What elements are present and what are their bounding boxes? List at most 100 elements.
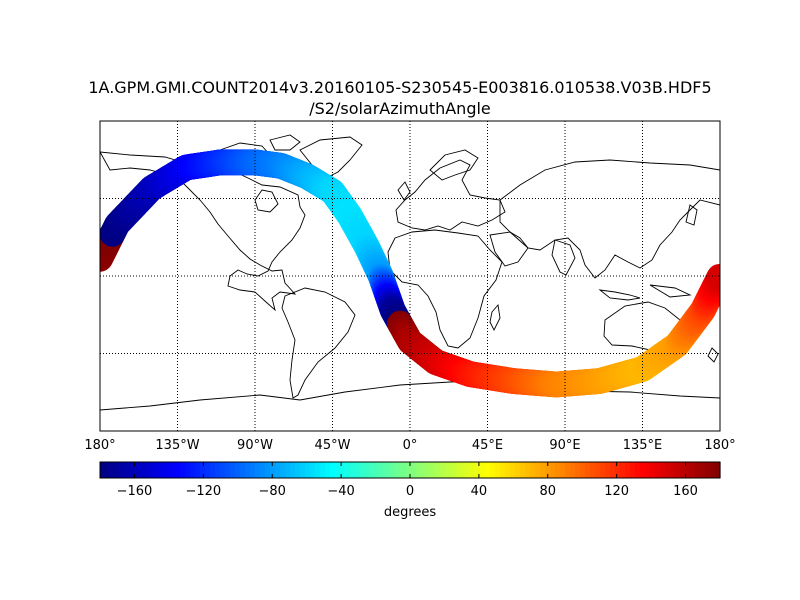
colorbar: −160 −120 −80 −40 0 40 80 120 160 degrees bbox=[99, 461, 721, 520]
colorbar-segment bbox=[565, 462, 571, 478]
colorbar-segment bbox=[280, 462, 286, 478]
colorbar-segment bbox=[170, 462, 176, 478]
colorbar-segment bbox=[505, 462, 511, 478]
colorbar-segment bbox=[310, 462, 316, 478]
colorbar-segment bbox=[410, 462, 416, 478]
colorbar-segment bbox=[555, 462, 561, 478]
longitude-tick-label: 45°W bbox=[315, 438, 351, 453]
colorbar-segment bbox=[355, 462, 361, 478]
colorbar-segment bbox=[210, 462, 216, 478]
colorbar-segment bbox=[260, 462, 266, 478]
colorbar-segment bbox=[515, 462, 521, 478]
map-frame bbox=[99, 120, 721, 432]
colorbar-segment bbox=[645, 462, 651, 478]
colorbar-segment bbox=[155, 462, 161, 478]
swath-cell bbox=[706, 263, 720, 290]
colorbar-segment bbox=[650, 462, 656, 478]
colorbar-segment bbox=[710, 462, 716, 478]
colorbar-segment bbox=[575, 462, 581, 478]
colorbar-segment bbox=[640, 462, 646, 478]
colorbar-segment bbox=[550, 462, 556, 478]
colorbar-segment bbox=[180, 462, 186, 478]
colorbar-segment bbox=[390, 462, 396, 478]
colorbar-segment bbox=[345, 462, 351, 478]
colorbar-segment bbox=[625, 462, 631, 478]
colorbar-segment bbox=[415, 462, 421, 478]
colorbar-segment bbox=[455, 462, 461, 478]
colorbar-segment bbox=[160, 462, 166, 478]
colorbar-segment bbox=[295, 462, 301, 478]
colorbar-segment bbox=[715, 462, 721, 478]
colorbar-segment bbox=[200, 462, 206, 478]
colorbar-segment bbox=[195, 462, 201, 478]
longitude-tick-label: 180° bbox=[704, 438, 735, 453]
colorbar-segment bbox=[590, 462, 596, 478]
colorbar-tick-label: −120 bbox=[185, 484, 221, 499]
colorbar-segment bbox=[240, 462, 246, 478]
colorbar-tick-label: −80 bbox=[259, 484, 286, 499]
colorbar-segment bbox=[385, 462, 391, 478]
colorbar-segment bbox=[165, 462, 171, 478]
colorbar-segment bbox=[440, 462, 446, 478]
colorbar-segment bbox=[570, 462, 576, 478]
colorbar-segment bbox=[205, 462, 211, 478]
map-title: 1A.GPM.GMI.COUNT2014v3.20160105-S230545-… bbox=[88, 78, 712, 97]
colorbar-tick-label: 40 bbox=[471, 484, 488, 499]
colorbar-segment bbox=[340, 462, 346, 478]
colorbar-segment bbox=[530, 462, 536, 478]
colorbar-segment bbox=[560, 462, 566, 478]
colorbar-segment bbox=[290, 462, 296, 478]
colorbar-segment bbox=[600, 462, 606, 478]
colorbar-segment bbox=[270, 462, 276, 478]
colorbar-segment bbox=[225, 462, 231, 478]
colorbar-segment bbox=[580, 462, 586, 478]
colorbar-segment bbox=[535, 462, 541, 478]
colorbar-segment bbox=[265, 462, 271, 478]
colorbar-segment bbox=[285, 462, 291, 478]
colorbar-segment bbox=[435, 462, 441, 478]
colorbar-segment bbox=[350, 462, 356, 478]
colorbar-tick-label: 0 bbox=[406, 484, 414, 499]
longitude-tick-label: 90°E bbox=[549, 438, 580, 453]
colorbar-segment bbox=[315, 462, 321, 478]
colorbar-segment bbox=[150, 462, 156, 478]
longitude-labels: 180° 135°W 90°W 45°W 0° 45°E 90°E 135°E 180° bbox=[84, 438, 735, 453]
colorbar-segment bbox=[465, 462, 471, 478]
colorbar-segment bbox=[500, 462, 506, 478]
colorbar-segment bbox=[110, 462, 116, 478]
colorbar-segment bbox=[190, 462, 196, 478]
longitude-tick-label: 0° bbox=[403, 438, 418, 453]
colorbar-segment bbox=[125, 462, 131, 478]
colorbar-segment bbox=[300, 462, 306, 478]
colorbar-segment bbox=[655, 462, 661, 478]
colorbar-segment bbox=[135, 462, 141, 478]
colorbar-segment bbox=[685, 462, 691, 478]
colorbar-segment bbox=[545, 462, 551, 478]
colorbar-segment bbox=[680, 462, 686, 478]
swath-layer bbox=[100, 149, 720, 398]
colorbar-segment bbox=[105, 462, 111, 478]
colorbar-segment bbox=[675, 462, 681, 478]
colorbar-segment bbox=[450, 462, 456, 478]
colorbar-segment bbox=[615, 462, 621, 478]
colorbar-segment bbox=[520, 462, 526, 478]
colorbar-segment bbox=[525, 462, 531, 478]
colorbar-segment bbox=[400, 462, 406, 478]
colorbar-segment bbox=[475, 462, 481, 478]
colorbar-segment bbox=[635, 462, 641, 478]
colorbar-segment bbox=[215, 462, 221, 478]
colorbar-segment bbox=[405, 462, 411, 478]
colorbar-segment bbox=[495, 462, 501, 478]
colorbar-segment bbox=[430, 462, 436, 478]
graticule bbox=[100, 121, 720, 431]
colorbar-segment bbox=[445, 462, 451, 478]
colorbar-segment bbox=[595, 462, 601, 478]
colorbar-segment bbox=[305, 462, 311, 478]
colorbar-segment bbox=[250, 462, 256, 478]
colorbar-segment bbox=[485, 462, 491, 478]
colorbar-segment bbox=[335, 462, 341, 478]
colorbar-segment bbox=[395, 462, 401, 478]
colorbar-segment bbox=[420, 462, 426, 478]
colorbar-segment bbox=[370, 462, 376, 478]
